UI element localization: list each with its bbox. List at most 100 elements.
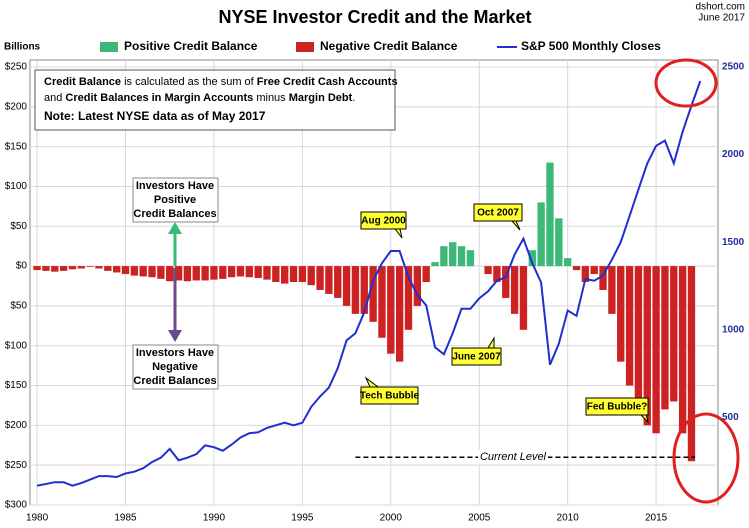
credit-bar xyxy=(51,266,59,272)
credit-bar xyxy=(210,266,218,280)
y-tick-label: $150 xyxy=(5,380,28,391)
callout-text: Aug 2000 xyxy=(361,216,406,227)
callout-box xyxy=(585,397,649,416)
credit-bar xyxy=(537,202,545,267)
credit-bar xyxy=(342,266,351,306)
credit-bar xyxy=(148,266,156,278)
credit-bar xyxy=(68,266,77,270)
credit-bar xyxy=(449,242,457,267)
y-tick-label: $50 xyxy=(10,301,27,312)
callout-box xyxy=(360,211,407,230)
y-axis-label: Billions xyxy=(4,42,41,53)
arrow-head xyxy=(168,222,182,234)
callout-text: Investors Have xyxy=(136,180,214,192)
credit-bar xyxy=(643,266,651,426)
credit-bar xyxy=(670,266,678,402)
x-tick-label: 2000 xyxy=(380,513,403,524)
callout-text: Oct 2007 xyxy=(477,208,519,219)
callout-text: Credit Balances xyxy=(133,375,216,387)
callout-pointer xyxy=(364,376,379,388)
x-tick-label: 2010 xyxy=(557,513,580,524)
callout-pointer xyxy=(639,413,649,424)
credit-bar xyxy=(617,266,625,362)
credit-bar xyxy=(590,266,598,275)
credit-bar xyxy=(86,266,94,267)
credit-bar xyxy=(555,218,563,267)
credit-bar xyxy=(413,266,422,306)
callout-box xyxy=(473,203,523,222)
credit-bar xyxy=(33,266,41,271)
credit-bar xyxy=(563,258,572,267)
date: June 2017 xyxy=(698,13,745,24)
credit-bar xyxy=(219,266,227,279)
credit-bar xyxy=(661,266,669,410)
credit-bar xyxy=(236,266,245,277)
credit-bar xyxy=(608,266,616,314)
highlight-circle xyxy=(672,412,740,504)
callout-text: Fed Bubble? xyxy=(587,402,648,413)
credit-bar xyxy=(440,246,448,267)
credit-bar xyxy=(510,266,519,314)
credit-bar xyxy=(360,266,368,314)
current-level-label: Current Level xyxy=(480,451,547,463)
credit-bar xyxy=(484,266,492,275)
credit-bar xyxy=(687,266,696,462)
credit-bar xyxy=(254,266,262,279)
credit-bar xyxy=(227,266,236,278)
credit-bar xyxy=(316,266,324,290)
credit-bar xyxy=(351,266,360,314)
credit-bar xyxy=(77,266,85,269)
credit-bar xyxy=(183,266,192,282)
credit-bar xyxy=(599,266,607,290)
credit-bar xyxy=(130,266,139,276)
y-tick-label: $100 xyxy=(5,340,28,351)
legend-label: S&P 500 Monthly Closes xyxy=(521,39,661,53)
credit-bar xyxy=(139,266,147,277)
note-run: is calculated as the sum of xyxy=(121,76,257,88)
credit-bar xyxy=(104,266,112,271)
note-text: Note: Latest NYSE data as of May 2017 xyxy=(44,109,266,123)
credit-bar xyxy=(422,266,430,283)
y-tick-label: $100 xyxy=(5,181,28,192)
callout-pointer xyxy=(394,228,403,239)
callout-text: Tech Bubble xyxy=(360,391,420,402)
annotations: Credit Balance is calculated as the sum … xyxy=(34,69,696,465)
note-run: and xyxy=(44,92,65,104)
y-tick-label: $250 xyxy=(5,62,28,73)
chart-title: NYSE Investor Credit and the Market xyxy=(218,7,531,27)
credit-bar xyxy=(581,266,590,283)
credit-bar xyxy=(59,266,68,271)
callout-text: Investors Have xyxy=(136,347,214,359)
x-tick-label: 2015 xyxy=(645,513,668,524)
x-tick-label: 2005 xyxy=(468,513,491,524)
credit-bar xyxy=(652,266,660,434)
note-run: minus xyxy=(253,92,288,104)
note-text: and Credit Balances in Margin Accounts m… xyxy=(44,92,355,104)
credit-bar xyxy=(263,266,271,280)
credit-bar xyxy=(634,266,643,410)
sp500-line xyxy=(36,80,702,487)
y-tick-label: $150 xyxy=(5,141,28,152)
callout-box xyxy=(132,177,219,223)
credit-bar xyxy=(192,266,200,281)
credit-bar xyxy=(42,266,50,271)
credit-bar xyxy=(466,250,475,267)
y2-tick-label: 1000 xyxy=(722,324,745,335)
note-run: . xyxy=(352,92,355,104)
y-tick-label: $300 xyxy=(5,500,28,511)
credit-bar xyxy=(307,266,315,286)
credit-bar xyxy=(95,266,103,269)
y2-tick-label: 500 xyxy=(722,412,739,423)
credit-bar xyxy=(281,266,289,284)
credit-bar xyxy=(245,266,253,278)
callout-text: June 2007 xyxy=(452,352,501,363)
callout-pointer xyxy=(511,220,521,231)
credit-bar xyxy=(174,266,183,281)
source: dshort.com xyxy=(696,2,745,13)
callout-text: Positive xyxy=(154,194,196,206)
credit-bar xyxy=(528,250,536,267)
credit-bar xyxy=(334,266,342,298)
bars xyxy=(33,162,696,462)
credit-bar xyxy=(502,266,510,298)
